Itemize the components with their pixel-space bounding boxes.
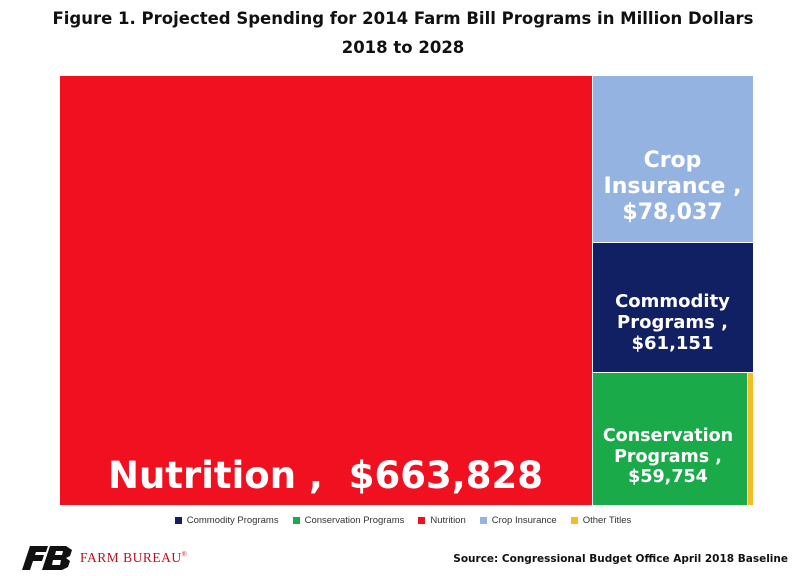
label-commodity-line2: Programs , xyxy=(617,312,728,334)
label-conservation-programs: Conservation Programs , $59,754 xyxy=(591,426,745,488)
label-conservation-line1: Conservation xyxy=(602,426,734,446)
tile-other-titles xyxy=(748,373,754,506)
label-commodity-line1: Commodity xyxy=(615,291,730,312)
legend-item-crop-insurance: Crop Insurance xyxy=(479,515,557,526)
legend-item-nutrition: Nutrition xyxy=(418,515,466,526)
legend-swatch xyxy=(570,517,578,524)
legend-label: Commodity Programs xyxy=(186,515,279,526)
label-nutrition: Nutrition , $663,828 xyxy=(107,454,544,497)
farm-bureau-logo: FARM BUREAU® xyxy=(22,546,187,570)
label-commodity-line3: $61,151 xyxy=(631,333,714,355)
source-note: Source: Congressional Budget Office Apri… xyxy=(453,553,788,565)
logo-text: FARM BUREAU® xyxy=(80,550,187,566)
chart-legend: Commodity Programs Conservation Programs N… xyxy=(0,515,806,526)
legend-item-conservation-programs: Conservation Programs xyxy=(292,515,405,526)
label-conservation-line3: $59,754 xyxy=(628,467,708,488)
fb-logo-icon xyxy=(22,546,72,570)
label-crop-line3: $78,037 xyxy=(622,199,723,225)
chart-subtitle: 2018 to 2028 xyxy=(341,38,465,57)
label-crop-line2: Insurance , xyxy=(603,173,742,199)
logo-wordmark: FARM BUREAU xyxy=(80,550,182,565)
label-crop-line1: Crop xyxy=(643,148,702,173)
tile-commodity-programs xyxy=(592,242,754,374)
chart-title: Figure 1. Projected Spending for 2014 Fa… xyxy=(52,9,754,28)
treemap-chart: Nutrition , $663,828 Crop Insurance , $7… xyxy=(60,76,754,506)
legend-swatch xyxy=(418,517,426,524)
legend-label: Other Titles xyxy=(582,515,632,526)
legend-item-other-titles: Other Titles xyxy=(570,515,632,526)
legend-label: Nutrition xyxy=(430,515,466,526)
legend-swatch xyxy=(174,517,182,524)
tile-nutrition xyxy=(60,76,593,506)
legend-swatch xyxy=(479,517,487,524)
label-crop-insurance: Crop Insurance , $78,037 xyxy=(591,148,754,226)
registered-mark: ® xyxy=(181,550,188,559)
label-commodity-programs: Commodity Programs , $61,151 xyxy=(591,291,754,355)
label-conservation-line2: Programs , xyxy=(614,446,722,467)
legend-label: Conservation Programs xyxy=(304,515,405,526)
legend-item-commodity-programs: Commodity Programs xyxy=(174,515,279,526)
tile-crop-insurance xyxy=(592,76,754,243)
legend-swatch xyxy=(292,517,300,524)
legend-label: Crop Insurance xyxy=(491,515,557,526)
tile-conservation-programs xyxy=(592,373,749,506)
